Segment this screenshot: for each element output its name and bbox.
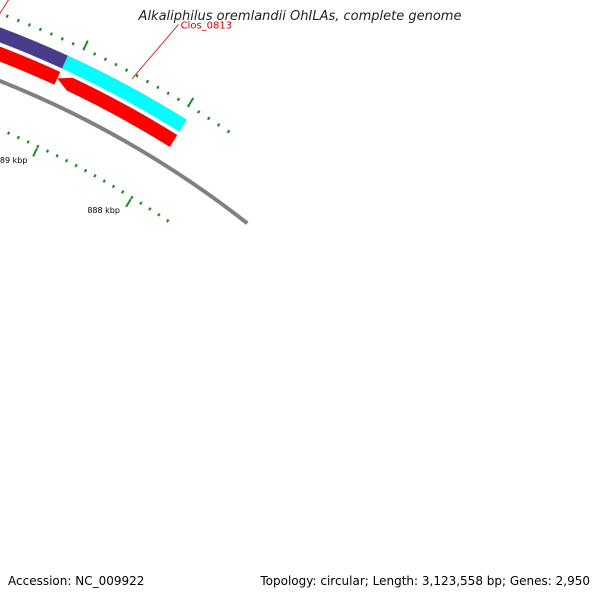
guide-dot <box>135 73 139 78</box>
guide-dot <box>71 41 75 46</box>
guide-dot <box>157 212 161 217</box>
guide-dot <box>36 144 40 149</box>
gene-label-line <box>131 24 179 79</box>
guide-dot <box>165 218 170 223</box>
guide-dot <box>206 116 211 121</box>
outer-tick <box>188 97 195 106</box>
guide-dot <box>102 179 106 183</box>
guide-dot <box>74 163 78 168</box>
cds-feature[interactable] <box>56 77 178 148</box>
guide-dot <box>93 52 97 56</box>
gene-feature[interactable] <box>61 55 188 132</box>
guide-dot <box>186 103 191 108</box>
map-title: Alkaliphilus oremlandii OhILAs, complete… <box>138 9 462 24</box>
kbp-tick-label: 889 kbp <box>0 156 27 165</box>
guide-dot <box>139 201 143 206</box>
guide-dot <box>103 57 108 62</box>
outer-tick <box>83 40 89 49</box>
guide-dot <box>38 27 43 32</box>
guide-dot <box>93 173 97 178</box>
guide-dot <box>27 23 31 27</box>
guide-dot <box>6 131 11 136</box>
guide-dot <box>166 91 170 96</box>
kbp-tick <box>32 147 38 157</box>
guide-dot <box>45 149 50 153</box>
kbp-tick <box>125 198 132 208</box>
guide-dot <box>148 207 152 211</box>
guide-dot <box>226 129 231 134</box>
guide-dot <box>111 184 116 189</box>
guide-dot <box>64 158 69 163</box>
genome-summary: Topology: circular; Length: 3,123,558 bp… <box>260 574 590 588</box>
guide-dot <box>26 140 30 144</box>
guide-dot <box>114 62 118 67</box>
guide-dot <box>124 68 129 72</box>
gene-label-line <box>0 0 9 14</box>
gene-label[interactable]: Clos_0813 <box>181 20 233 31</box>
guide-dot <box>16 18 20 23</box>
gene-feature[interactable] <box>0 1 69 69</box>
label-layer: Clos_0813Clos_0814Clos_0815Clos_0816Clos… <box>0 0 232 79</box>
guide-dot <box>176 97 181 102</box>
guide-dot <box>196 110 201 114</box>
guide-dot <box>16 135 20 140</box>
backbone-arc <box>0 78 249 225</box>
tick-layer: 888 kbp889 kbp890 kbp891 kbp892 kbp893 k… <box>0 14 231 223</box>
guide-dot <box>49 32 53 36</box>
guide-dot <box>216 123 221 127</box>
guide-dot <box>145 79 150 84</box>
guide-dot <box>120 190 125 194</box>
guide-dot <box>83 168 88 173</box>
guide-dot <box>156 85 160 90</box>
track-layer <box>0 1 249 225</box>
guide-dot <box>60 37 64 41</box>
guide-dot <box>55 153 59 158</box>
accession-label: Accession: NC_009922 <box>8 574 145 588</box>
guide-dot <box>130 195 134 200</box>
cds-feature[interactable] <box>0 22 61 86</box>
guide-dot <box>5 14 9 18</box>
kbp-tick-label: 888 kbp <box>87 206 120 215</box>
